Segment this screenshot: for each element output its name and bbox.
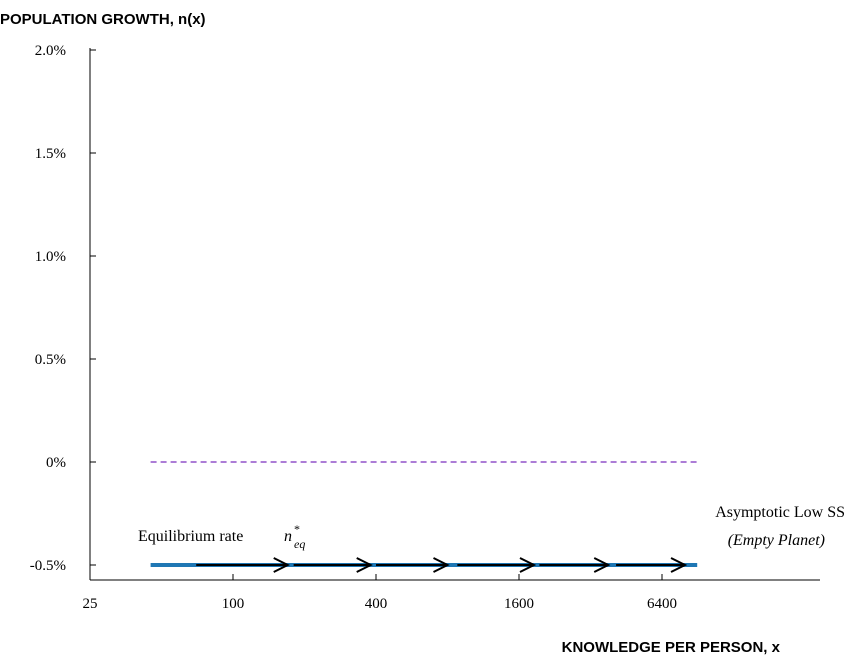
- y-tick-label: -0.5%: [30, 558, 66, 574]
- equilibrium-symbol-n: n: [284, 528, 292, 545]
- x-tick-label: 25: [83, 596, 98, 612]
- x-axis-label: KNOWLEDGE PER PERSON, x: [562, 639, 781, 656]
- y-ticks: -0.5% 0% 0.5% 1.0% 1.5% 2.0%: [30, 43, 96, 574]
- asymptotic-label: Asymptotic Low SS: [715, 504, 845, 521]
- y-tick-label: 0.5%: [35, 352, 66, 368]
- y-axis-label: POPULATION GROWTH, n(x): [0, 11, 206, 28]
- y-tick-label: 1.5%: [35, 146, 66, 162]
- equilibrium-superscript: *: [294, 522, 300, 536]
- equilibrium-subscript: eq: [294, 537, 305, 551]
- equilibrium-symbol: n: [284, 528, 292, 545]
- arrow-head: [670, 557, 688, 573]
- asymptotic-sublabel: (Empty Planet): [728, 532, 825, 549]
- arrows-group: [196, 557, 688, 573]
- x-tick-label: 6400: [647, 596, 677, 612]
- series-group: [150, 461, 698, 567]
- y-tick-label: 1.0%: [35, 249, 66, 265]
- arrow-head: [593, 557, 611, 573]
- x-ticks: 25 100 400 1600 6400: [83, 574, 677, 612]
- equilibrium-label: Equilibrium rate: [138, 528, 243, 545]
- x-tick-label: 100: [222, 596, 245, 612]
- y-tick-label: 0%: [46, 455, 66, 471]
- x-tick-label: 400: [365, 596, 388, 612]
- arrow-head: [519, 557, 537, 573]
- x-tick-label: 1600: [504, 596, 534, 612]
- arrow-head: [273, 557, 290, 573]
- arrow-head: [433, 557, 450, 573]
- y-tick-label: 2.0%: [35, 43, 66, 59]
- arrow-head: [356, 557, 373, 573]
